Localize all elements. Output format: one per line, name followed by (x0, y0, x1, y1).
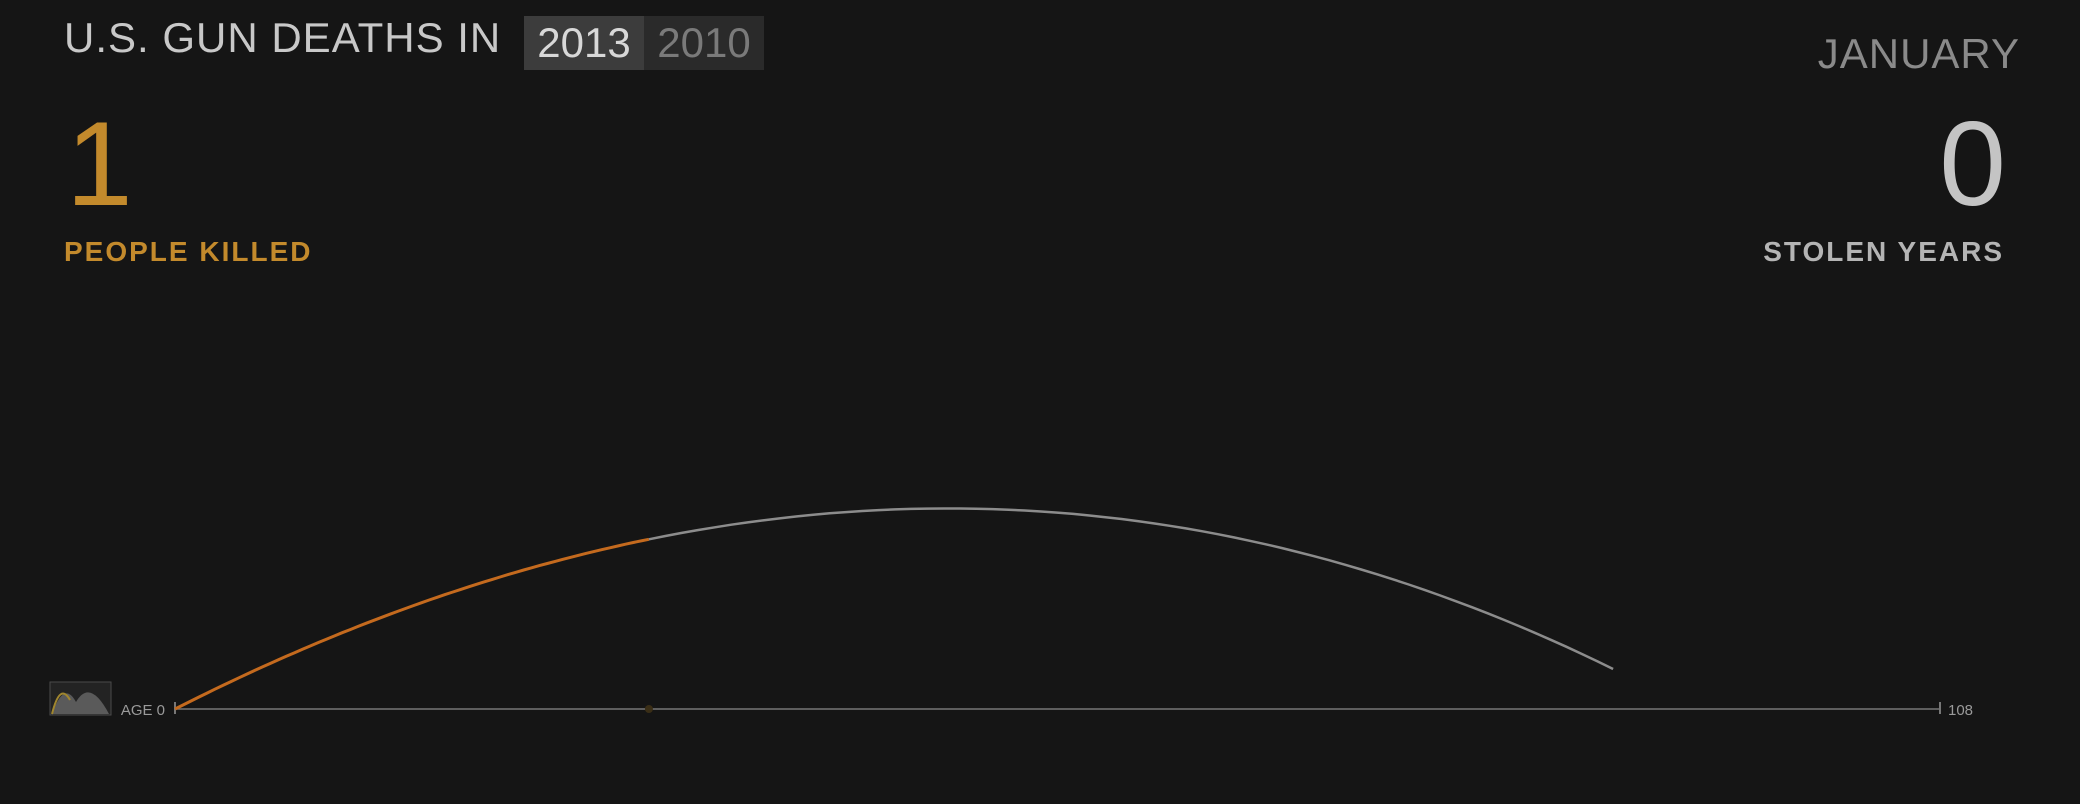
age-axis-end-label: 108 (1948, 702, 1973, 719)
person-arc-stolen-0 (648, 507, 1614, 671)
age-axis-start-label: AGE 0 (121, 702, 165, 719)
age-at-death-marker-0 (644, 705, 653, 713)
distribution-thumbnail[interactable] (49, 681, 112, 716)
current-month: JANUARY (1817, 30, 2020, 77)
stolen-years-label: STOLEN YEARS (1763, 236, 2004, 267)
person-arc-lived-0 (174, 537, 650, 711)
year-option-2013[interactable]: 2013 (524, 16, 644, 70)
year-option-2010[interactable]: 2010 (657, 19, 751, 66)
person-arcs (174, 507, 1614, 713)
page-title: U.S. GUN DEATHS IN (64, 14, 502, 61)
stolen-years-count: 0 (1939, 97, 2006, 231)
thumbnail-grey-shape (52, 692, 109, 714)
people-killed-label: PEOPLE KILLED (64, 236, 313, 267)
thumbnail-gold-curve (51, 692, 71, 715)
people-killed-count: 1 (66, 97, 133, 231)
year-selector[interactable]: 2013 2010 (524, 16, 764, 70)
